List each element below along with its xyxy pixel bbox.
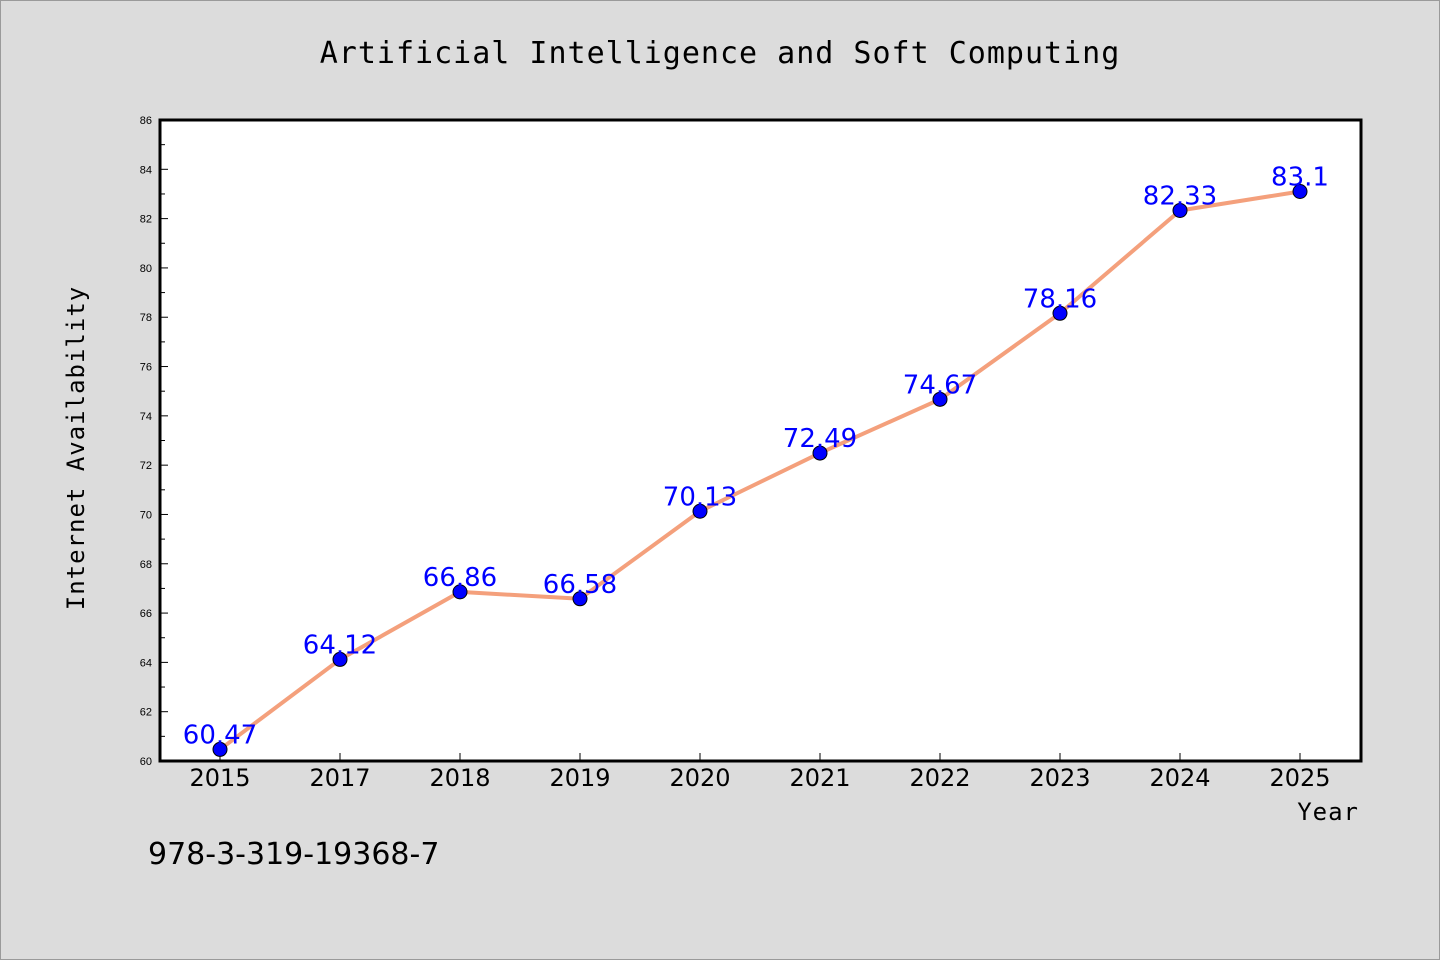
y-tick-label: 86: [140, 115, 152, 127]
y-tick-label: 80: [140, 263, 152, 275]
x-tick-label: 2017: [309, 764, 370, 792]
y-tick-label: 84: [140, 164, 152, 176]
y-tick-label: 72: [140, 460, 152, 472]
isbn-text: 978-3-319-19368-7: [148, 837, 439, 872]
x-tick-label: 2021: [789, 764, 850, 792]
y-tick-label: 62: [140, 707, 152, 719]
x-tick-label: 2022: [909, 764, 970, 792]
data-label: 64.12: [303, 630, 377, 660]
data-point-marker: [692, 503, 708, 519]
data-point-marker: [452, 584, 468, 600]
data-point-marker: [332, 651, 348, 667]
data-label: 72.49: [783, 424, 857, 454]
y-tick-label: 82: [140, 214, 152, 226]
data-point-marker: [1292, 183, 1308, 199]
data-label: 66.58: [543, 570, 617, 600]
y-axis-ticks: 60 62 64 66 68 70 72 74 76 78 80 82 84 86: [140, 115, 168, 768]
x-tick-label: 2025: [1269, 764, 1330, 792]
chart-title: Artificial Intelligence and Soft Computi…: [320, 36, 1121, 71]
data-label: 74.67: [903, 370, 977, 400]
series-line: [218, 189, 1301, 752]
data-point-marker: [1052, 305, 1068, 321]
x-tick-label: 2023: [1029, 764, 1090, 792]
series-markers: [212, 183, 1308, 757]
x-tick-label: 2018: [429, 764, 490, 792]
data-label: 60.47: [183, 720, 257, 750]
series-polyline: [218, 189, 1301, 752]
x-tick-label: 2024: [1149, 764, 1210, 792]
y-tick-label: 70: [140, 509, 152, 521]
data-point-marker: [812, 445, 828, 461]
y-tick-label: 66: [140, 608, 152, 620]
y-tick-label: 68: [140, 559, 152, 571]
data-label: 66.86: [423, 563, 497, 593]
data-point-marker: [1172, 202, 1188, 218]
data-point-marker: [932, 391, 948, 407]
x-tick-label: 2015: [189, 764, 250, 792]
x-tick-label: 2020: [669, 764, 730, 792]
y-axis-label: Internet Availability: [62, 286, 90, 610]
y-tick-label: 60: [140, 756, 152, 768]
data-label: 78.16: [1023, 284, 1097, 314]
y-tick-label: 76: [140, 362, 152, 374]
x-tick-label: 2019: [549, 764, 610, 792]
x-axis-ticks: 2015 2017 2018 2019 2020 2021 2022 2023 2024 2025: [189, 753, 1331, 792]
x-axis-label: Year: [1297, 798, 1359, 826]
data-labels: 60.47 64.12 66.86 66.58 70.13 72.49 74.67 78.16…: [183, 162, 1329, 750]
data-point-marker: [212, 741, 228, 757]
data-point-marker: [572, 591, 588, 607]
y-tick-label: 78: [140, 312, 152, 324]
data-label: 83.1: [1271, 162, 1329, 192]
data-label: 70.13: [663, 482, 737, 512]
y-tick-label: 74: [140, 411, 152, 423]
data-label: 82.33: [1143, 181, 1217, 211]
y-tick-label: 64: [140, 657, 152, 669]
